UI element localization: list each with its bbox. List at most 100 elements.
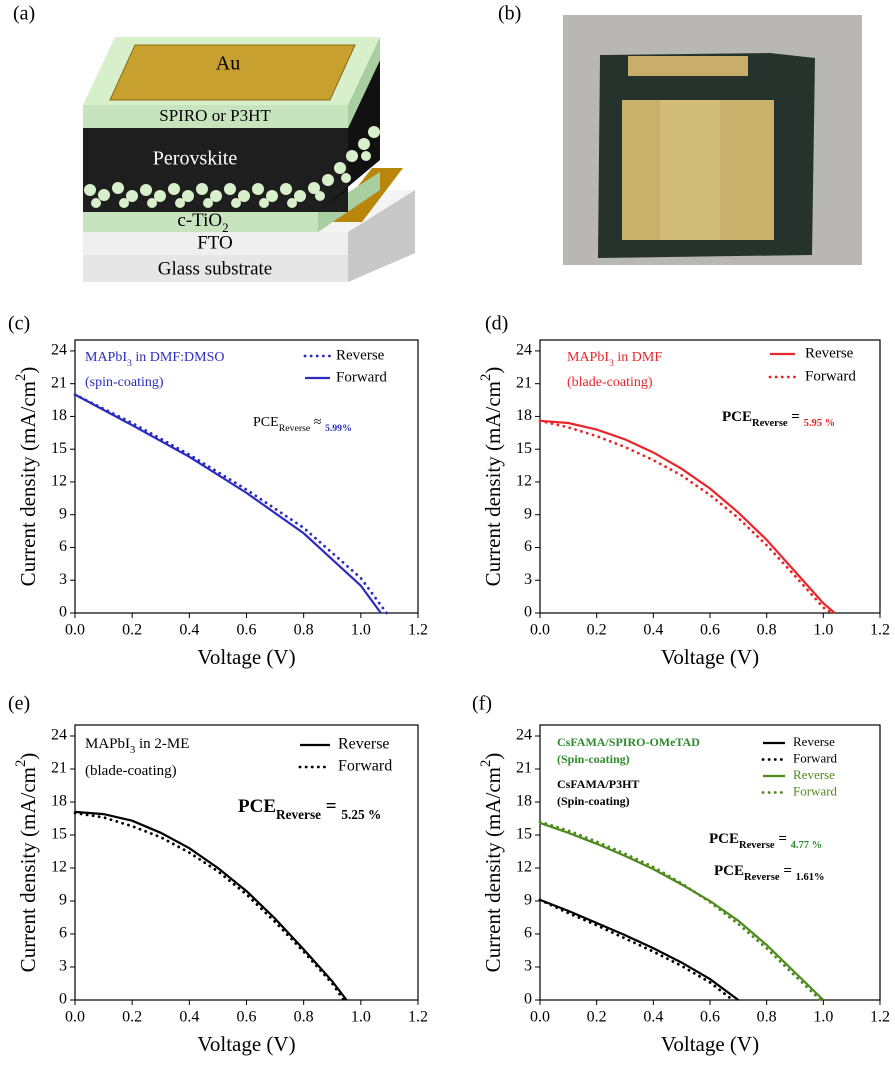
pce-annotation: PCEReverse = 4.77 % — [709, 831, 822, 850]
x-tick-label: 0.4 — [643, 622, 663, 639]
text-part: in DMF:DMSO — [132, 350, 225, 365]
text-part: 2 — [478, 374, 494, 381]
y-tick-label: 15 — [516, 440, 532, 457]
panel-label: (c) — [8, 313, 30, 335]
y-tick-label: 9 — [524, 505, 532, 522]
y-tick-label: 12 — [51, 473, 67, 490]
label-part: c-TiO — [177, 210, 222, 231]
panel-label: (a) — [13, 3, 35, 25]
x-tick-label: 0.4 — [643, 1009, 663, 1026]
text-part: Reverse — [276, 807, 321, 822]
panel-label: (d) — [485, 313, 508, 335]
text-part: 2 — [478, 760, 494, 767]
legend-label: Forward — [793, 783, 838, 798]
text-part: Current density (mA/cm — [16, 767, 40, 972]
x-tick-label: 0.0 — [65, 1009, 85, 1026]
chart: (d)0.00.20.40.60.81.01.203691215182124Vo… — [478, 313, 890, 669]
layer-label: FTO — [197, 232, 233, 253]
legend-label: Forward — [793, 750, 838, 765]
x-tick-label: 0.8 — [757, 1009, 777, 1026]
pce-annotation: PCEReverse = 1.61% — [714, 863, 825, 882]
x-tick-label: 0.4 — [179, 622, 199, 639]
x-axis-title: Voltage (V) — [197, 1032, 295, 1056]
panel-label: (e) — [8, 693, 30, 715]
text-part: 5.99% — [325, 423, 352, 434]
text-part: ) — [481, 753, 505, 760]
y-tick-label: 24 — [51, 727, 67, 744]
device-diagram: (a) Au SPIRO or P3HT Perovskite c-TiO2 F… — [13, 3, 415, 282]
x-tick-label: 0.6 — [700, 622, 720, 639]
text-part: (spin-coating) — [85, 375, 164, 390]
text-part: (Spin-coating) — [557, 794, 630, 808]
y-tick-label: 3 — [524, 571, 532, 588]
annotation: MAPbI3 in DMF:DMSO — [85, 350, 225, 369]
series-line — [540, 421, 832, 613]
x-tick-label: 0.2 — [587, 622, 607, 639]
layer-label: SPIRO or P3HT — [159, 106, 271, 125]
layer-label: Glass substrate — [158, 258, 273, 279]
text-part: (Spin-coating) — [557, 752, 630, 766]
text-part: 2 — [13, 760, 29, 767]
text-part: Current density (mA/cm — [481, 767, 505, 972]
text-part: ) — [16, 367, 40, 374]
x-tick-label: 0.6 — [700, 1009, 720, 1026]
y-tick-label: 6 — [524, 538, 532, 555]
x-tick-label: 1.2 — [870, 1009, 890, 1026]
y-tick-label: 18 — [516, 793, 532, 810]
legend-label: Reverse — [805, 345, 854, 361]
text-part: in 2-ME — [135, 736, 189, 752]
text-part: 1.61% — [796, 872, 825, 883]
text-part: ≈ — [310, 415, 325, 430]
text-part: PCE — [722, 409, 752, 425]
y-tick-label: 9 — [59, 505, 67, 522]
x-axis-title: Voltage (V) — [661, 645, 759, 669]
y-axis-title: Current density (mA/cm2) — [13, 367, 39, 587]
series-line — [75, 812, 347, 1000]
text-part: PCE — [714, 863, 744, 879]
text-part: in DMF — [614, 350, 662, 365]
y-tick-label: 9 — [524, 892, 532, 909]
y-tick-label: 12 — [516, 859, 532, 876]
x-tick-label: 1.0 — [351, 622, 371, 639]
text-part: Reverse — [744, 872, 780, 883]
text-part: 2 — [13, 374, 29, 381]
series-line — [540, 822, 821, 1000]
legend-label: Forward — [336, 369, 387, 385]
y-tick-label: 21 — [516, 374, 532, 391]
x-tick-label: 0.6 — [237, 622, 257, 639]
annotation: MAPbI3 in DMF — [567, 350, 662, 369]
y-axis-title: Current density (mA/cm2) — [13, 753, 39, 973]
text-part: Reverse — [752, 418, 788, 429]
text-part: Reverse — [739, 840, 775, 851]
top-contact — [628, 56, 748, 76]
y-tick-label: 21 — [51, 374, 67, 391]
text-part: = — [775, 831, 791, 847]
text-part: 4.77 % — [791, 840, 823, 851]
text-part: PCE — [238, 796, 276, 817]
text-part: 5.25 % — [341, 807, 381, 822]
layer-label: Perovskite — [153, 148, 238, 170]
legend-label: Reverse — [338, 736, 390, 753]
x-tick-label: 1.2 — [870, 622, 890, 639]
x-tick-label: 0.8 — [294, 1009, 314, 1026]
text-part: MAPbI — [567, 350, 609, 365]
y-tick-label: 3 — [59, 571, 67, 588]
text-part: PCE — [253, 415, 279, 430]
x-axis-title: Voltage (V) — [197, 645, 295, 669]
x-tick-label: 0.0 — [530, 1009, 550, 1026]
x-tick-label: 0.2 — [122, 1009, 142, 1026]
series-line — [540, 900, 738, 1000]
x-tick-label: 1.2 — [408, 622, 428, 639]
text-part: = — [788, 409, 804, 425]
y-tick-label: 9 — [59, 892, 67, 909]
y-tick-label: 0 — [524, 991, 532, 1008]
x-tick-label: 0.8 — [294, 622, 314, 639]
text-part: (blade-coating) — [567, 375, 653, 390]
series-line — [540, 421, 835, 613]
panel-label: (f) — [472, 693, 492, 715]
text-part: = — [780, 863, 796, 879]
text-part: Reverse — [279, 423, 311, 434]
y-tick-label: 0 — [59, 991, 67, 1008]
x-tick-label: 0.4 — [179, 1009, 199, 1026]
